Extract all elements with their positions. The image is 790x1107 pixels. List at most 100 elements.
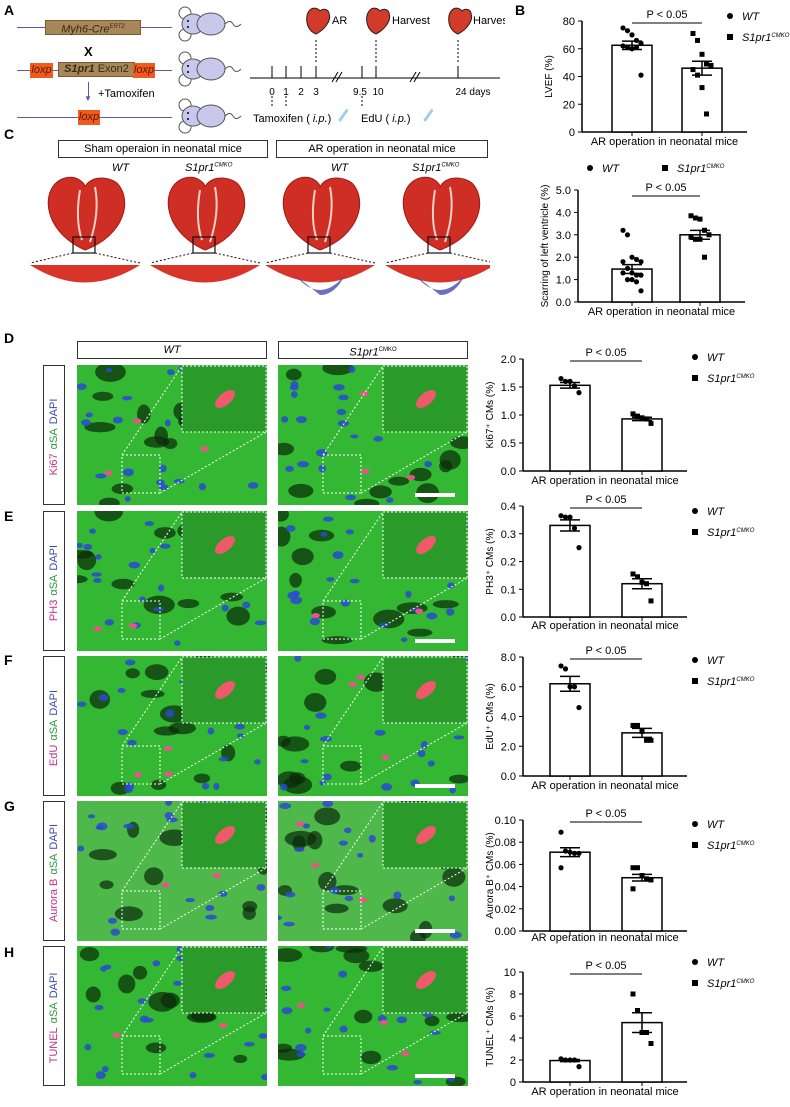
legend-label-wt: WT	[707, 957, 725, 969]
legend-label-ko: S1pr1CMKO	[707, 840, 755, 852]
data-point-ko	[648, 598, 654, 604]
y-tick-label: 0.3	[501, 529, 516, 541]
heart-section	[30, 176, 141, 283]
c-label-ko: S1pr1CMKO	[412, 162, 460, 174]
panel-label-g: G	[4, 798, 15, 814]
data-point-wt	[571, 684, 578, 690]
data-point-ko	[644, 581, 649, 587]
edu-label: EdU ( i.p.)	[361, 113, 411, 125]
y-tick-label: 2.0	[556, 252, 571, 264]
legend-marker-ko	[692, 980, 698, 986]
tick-1: 1	[283, 87, 289, 98]
y-tick-label: 0.04	[495, 882, 516, 894]
tick-10: 10	[372, 87, 384, 98]
error-bar	[622, 263, 642, 275]
zoom-box	[192, 236, 216, 254]
legend: WT S1pr1CMKO	[692, 352, 755, 385]
panel-label-a: A	[4, 2, 15, 18]
tick-24-days: 24 days	[455, 87, 490, 98]
legend: WT S1pr1CMKO	[587, 163, 725, 175]
error-bar	[560, 519, 580, 532]
chart-aurorab: 0.00 0.02 0.04 0.06 0.08 0.10 Aurora B⁺ CMs (%…	[485, 808, 755, 944]
data-point-ko	[690, 67, 696, 73]
x-axis-label: AR operation in neonatal mice	[588, 306, 735, 318]
y-tick-label: 8.0	[501, 652, 516, 664]
data-point-ko	[630, 865, 636, 871]
y-tick-label: 4	[510, 1033, 516, 1045]
y-tick-label: 5.0	[556, 185, 571, 197]
micro-header-ko: S1pr1CMKO	[278, 341, 468, 359]
data-point-wt	[576, 1064, 582, 1070]
y-axis-label: TUNEL⁺ CMs (%)	[485, 987, 496, 1067]
error-bar	[690, 229, 710, 241]
heart-section	[384, 176, 490, 295]
stain-label: PH3αSADAPI	[43, 511, 65, 651]
micro-header-wt: WT	[77, 341, 267, 359]
cre-allele: Myh6-CreERT2	[45, 20, 141, 36]
micrograph-ko	[278, 656, 468, 796]
micrograph-wt	[77, 511, 267, 651]
micrograph-wt	[77, 946, 267, 1086]
y-tick-label: 4.0	[556, 207, 571, 219]
legend: WT S1pr1CMKO	[692, 819, 755, 852]
tamoxifen-label: Tamoxifen ( i.p.)	[253, 113, 331, 125]
loxp-site: loxp	[78, 110, 100, 125]
data-point-wt	[562, 514, 569, 520]
legend: WT S1pr1CMKO	[692, 957, 755, 990]
scale-bar	[415, 639, 455, 643]
y-tick-label: 20	[563, 99, 575, 111]
legend-marker-ko	[692, 375, 698, 381]
data-point-wt	[567, 514, 573, 520]
data-point-wt	[571, 850, 578, 856]
chart-edu: 0.0 2.0 4.0 6.0 8.0 EdU⁺ CMs (%) AR operation …	[485, 645, 755, 792]
data-point-ko	[706, 232, 712, 238]
micrograph-wt	[77, 365, 267, 505]
panel-label-f: F	[4, 652, 13, 668]
data-point-ko	[695, 37, 700, 43]
x-axis-label: AR operation in neonatal mice	[531, 1086, 678, 1098]
data-point-wt	[629, 277, 635, 283]
y-tick-label: 80	[563, 16, 575, 28]
legend: WT S1pr1CMKO	[692, 506, 755, 539]
tick-0: 0	[269, 87, 275, 98]
heart-section	[149, 176, 261, 283]
y-tick-label: 2	[510, 1055, 516, 1067]
mouse-icons	[178, 6, 242, 134]
legend-label-ko: S1pr1CMKO	[707, 978, 755, 990]
data-point-wt	[562, 666, 569, 672]
y-tick-label: 40	[563, 72, 575, 84]
zoom-box	[427, 236, 451, 254]
panel-label-h: H	[4, 944, 15, 960]
significance-label: P < 0.05	[585, 960, 626, 972]
y-tick-label: 3.0	[556, 230, 571, 242]
legend-label-ko: S1pr1CMKO	[677, 163, 725, 175]
data-point-ko	[644, 737, 649, 743]
x-axis-label: AR operation in neonatal mice	[531, 620, 678, 632]
micrograph-ko	[278, 946, 468, 1086]
significance-label: P < 0.05	[585, 494, 626, 506]
bar-wt	[549, 851, 591, 932]
data-point-wt	[576, 704, 582, 711]
zoom-box	[72, 236, 96, 254]
legend-label-ko: S1pr1CMKO	[707, 527, 755, 539]
data-point-ko	[635, 413, 640, 419]
bar-ko	[679, 234, 721, 303]
y-tick-label: 0.0	[501, 771, 516, 783]
legend-label-ko: S1pr1CMKO	[707, 676, 755, 688]
data-point-ko	[648, 877, 654, 883]
data-point-ko	[693, 215, 698, 221]
y-tick-label: 0.1	[501, 584, 516, 596]
data-point-wt	[558, 865, 564, 871]
data-point-wt	[624, 277, 631, 283]
data-point-ko	[688, 234, 694, 240]
y-tick-label: 0.0	[501, 466, 516, 478]
legend-marker-wt	[727, 13, 733, 19]
y-tick-label: 6.0	[501, 682, 516, 694]
panel-label-b: B	[515, 2, 526, 18]
y-axis-label: Scarring of left ventricle (%)	[540, 185, 551, 308]
legend-marker-ko	[692, 842, 698, 848]
arrow-down-icon	[88, 82, 89, 98]
bar-ko	[621, 418, 663, 472]
legend-label-wt: WT	[707, 352, 725, 364]
y-tick-label: 60	[563, 44, 575, 56]
